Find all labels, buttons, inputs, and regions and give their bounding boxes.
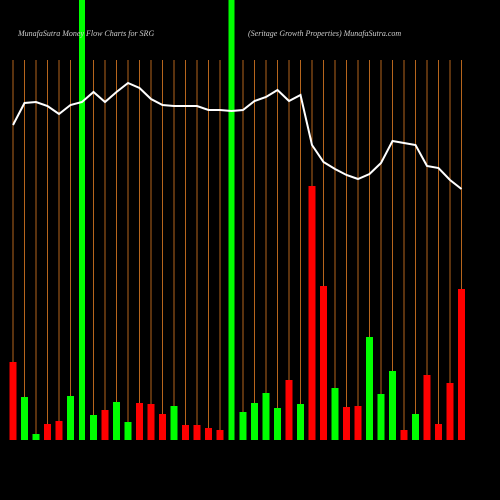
bar <box>423 375 431 440</box>
bar <box>297 404 304 440</box>
bar <box>136 403 143 440</box>
bar <box>205 428 212 440</box>
bar <box>67 396 74 440</box>
bar <box>90 415 97 440</box>
bar <box>366 337 373 440</box>
bar <box>239 412 247 440</box>
bar <box>193 425 201 440</box>
bar <box>170 406 178 440</box>
bar <box>435 424 442 440</box>
highlight-column <box>228 0 235 440</box>
chart-title: MunafaSutra Money Flow Charts for SRG <box>17 29 154 38</box>
bar <box>21 397 28 440</box>
bar <box>274 408 281 440</box>
bar <box>458 289 465 440</box>
bar <box>216 430 224 440</box>
bar <box>285 380 293 440</box>
bar <box>389 371 396 440</box>
bar <box>354 406 362 440</box>
bar <box>251 403 258 440</box>
bar <box>446 383 454 440</box>
bar <box>182 425 189 440</box>
bar <box>331 388 339 440</box>
price-line <box>12 81 463 190</box>
chart-subtitle: (Seritage Growth Properties) MunafaSutra… <box>248 29 401 38</box>
bar <box>124 422 132 440</box>
bar <box>262 393 270 440</box>
bar <box>343 407 350 440</box>
bar <box>412 414 419 440</box>
bar <box>32 434 40 440</box>
highlight-column <box>79 0 85 440</box>
bar <box>9 362 17 440</box>
bar <box>113 402 120 440</box>
bar <box>159 414 166 440</box>
bar <box>377 394 385 440</box>
bar <box>308 186 316 440</box>
bar <box>320 286 327 440</box>
bar <box>101 410 109 440</box>
bar <box>147 404 155 440</box>
bar <box>44 424 51 440</box>
bar <box>55 421 63 440</box>
bar <box>400 430 408 440</box>
